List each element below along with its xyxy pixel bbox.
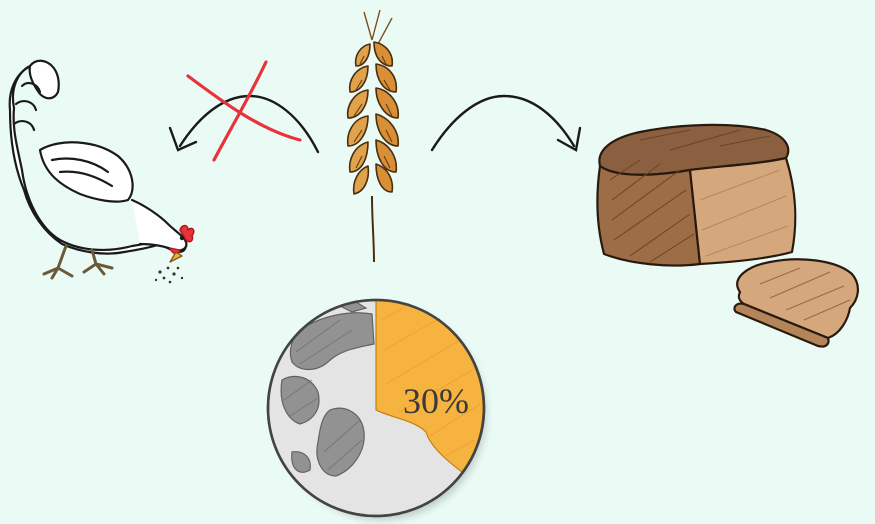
globe-icon — [266, 298, 486, 520]
wheat-icon — [346, 9, 400, 263]
arrow-wheat-to-bread — [430, 94, 582, 152]
cross-out-mark — [186, 60, 302, 162]
bread-icon — [596, 123, 859, 348]
chicken-icon — [8, 59, 195, 284]
globe-share-label: 30% — [403, 381, 469, 421]
